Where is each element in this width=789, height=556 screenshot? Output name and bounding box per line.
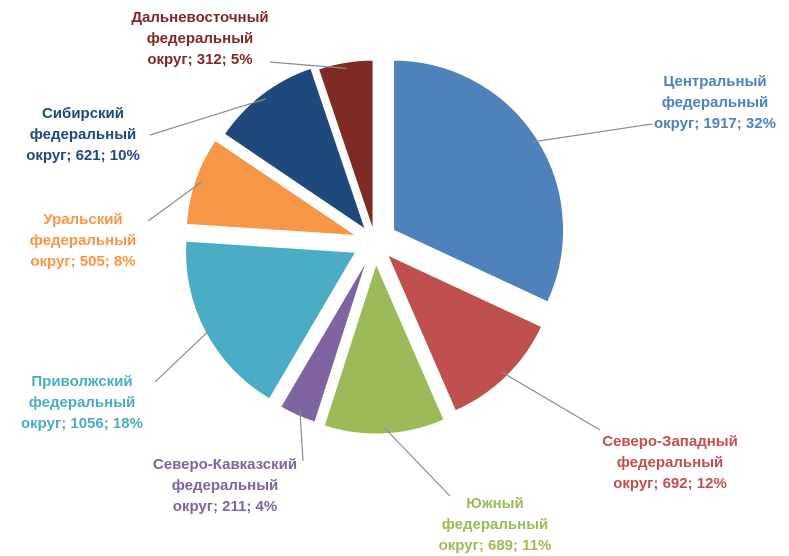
pie-slice: [223, 67, 367, 231]
slice-label-line: округ; 505; 8%: [30, 253, 135, 270]
slice-label-line: федеральный: [172, 477, 278, 494]
pie-slice: [185, 139, 358, 237]
slice-label-line: федеральный: [662, 94, 768, 111]
slice-label-line: Уральский: [43, 211, 122, 228]
leader-line: [154, 328, 212, 383]
slice-label-line: округ; 211; 4%: [173, 498, 277, 515]
labels-layer: Центральный федеральный округ; 1917; 32% Се…: [21, 9, 776, 554]
slice-label: Северо-Западный федеральный округ; 692; 12…: [602, 433, 738, 492]
pie-slice: [323, 262, 445, 435]
slice-label-line: округ; 1917; 32%: [654, 115, 776, 132]
pie-slice: [280, 260, 368, 423]
slice-label-line: Южный: [466, 495, 523, 512]
slice-label-line: федеральный: [442, 516, 548, 533]
leader-line: [501, 371, 601, 431]
slice-label-line: Северо-Кавказский: [153, 456, 297, 473]
leader-line: [147, 181, 202, 222]
slice-label: Уральский федеральный округ; 505; 8%: [30, 211, 136, 270]
slice-label-line: округ; 692; 12%: [613, 475, 727, 492]
slice-label-line: Дальневосточный: [131, 9, 268, 26]
slice-label: Сибирский федеральный округ; 621; 10%: [26, 105, 140, 164]
slice-label-line: федеральный: [147, 30, 253, 47]
leader-line: [269, 61, 347, 69]
slice-label-line: округ; 621; 10%: [26, 147, 140, 164]
pie-slice: [386, 253, 543, 412]
slice-label-line: Северо-Западный: [602, 433, 738, 450]
slice-label-line: округ; 689; 11%: [439, 537, 552, 554]
slice-label-line: Центральный: [663, 73, 766, 90]
slice-label-line: федеральный: [617, 454, 723, 471]
leader-line: [299, 409, 304, 462]
slice-label: Центральный федеральный округ; 1917; 32%: [654, 73, 776, 132]
slice-label-line: Приволжский: [31, 373, 132, 390]
leader-line: [383, 427, 451, 497]
slice-label: Северо-Кавказский федеральный округ; 211; …: [153, 456, 297, 515]
slice-label-line: округ; 312; 5%: [147, 51, 252, 68]
slices-layer: [185, 59, 565, 435]
slice-label-line: Сибирский: [42, 105, 124, 122]
leader-line: [531, 123, 653, 143]
slice-label-line: федеральный: [30, 232, 136, 249]
pie-slice: [393, 59, 565, 303]
leader-line: [149, 98, 267, 136]
slice-label: Южный федеральный округ; 689; 11%: [439, 495, 552, 554]
pie-slice: [317, 59, 374, 231]
slice-label: Приволжский федеральный округ; 1056; 18%: [21, 373, 143, 432]
slice-label-line: округ; 1056; 18%: [21, 415, 143, 432]
leader-lines-layer: [147, 61, 653, 497]
pie-slice: [185, 240, 357, 400]
slice-label-line: федеральный: [29, 394, 135, 411]
slice-label: Дальневосточный федеральный округ; 312; 5%: [131, 9, 268, 68]
slice-label-line: федеральный: [30, 126, 136, 143]
